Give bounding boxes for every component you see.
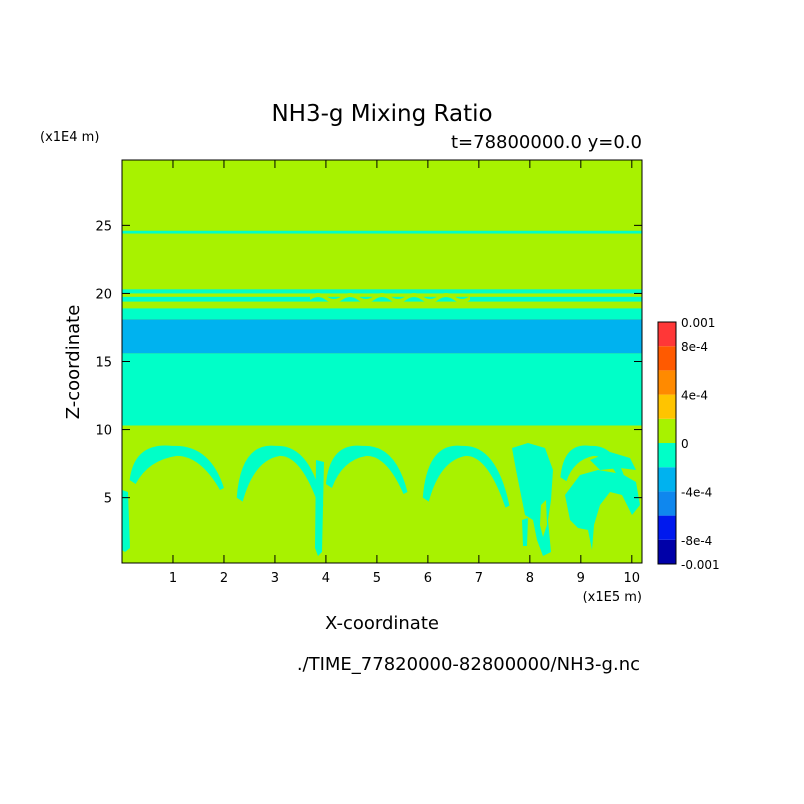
plume-left-edge <box>122 490 130 552</box>
chart-title: NH3-g Mixing Ratio <box>271 101 492 127</box>
colorbar-swatch <box>658 346 676 371</box>
x-axis: 1 2 3 4 5 6 7 8 9 10 <box>169 160 640 586</box>
colorbar-swatch <box>658 394 676 419</box>
y-axis-label: Z-coordinate <box>63 305 84 420</box>
x-tick-label: 2 <box>220 571 228 586</box>
contour-band-0 <box>122 353 642 426</box>
colorbar-label: 4e-4 <box>681 389 708 403</box>
colorbar-swatch <box>658 443 676 468</box>
contour-arc-3 <box>422 445 510 508</box>
plume-shapes <box>122 443 640 556</box>
colorbar-swatch <box>658 539 676 564</box>
y-tick-label: 20 <box>95 287 112 302</box>
colorbar-label: -4e-4 <box>681 485 712 499</box>
colorbar-swatch <box>658 515 676 540</box>
plume-x8-sliver <box>522 518 528 546</box>
y-axis: 5 10 15 20 25 <box>95 219 642 507</box>
colorbar-label: 8e-4 <box>681 340 708 354</box>
x-tick-label: 4 <box>322 571 330 586</box>
x-scale-note: (x1E5 m) <box>583 590 642 605</box>
plume-x9 <box>565 470 640 550</box>
y-tick-label: 10 <box>95 424 112 439</box>
x-tick-label: 9 <box>577 571 585 586</box>
x-tick-label: 10 <box>624 571 641 586</box>
contour-band-2 <box>122 308 642 320</box>
plot-field <box>122 160 642 563</box>
contour-band-5 <box>122 230 642 234</box>
contour-band-3 <box>122 296 642 302</box>
contour-band-4 <box>122 289 642 294</box>
y-tick-label: 25 <box>95 219 112 234</box>
plume-x9-top <box>590 452 636 470</box>
contour-band-1 <box>122 319 642 354</box>
colorbar-frame <box>657 321 677 565</box>
colorbar-label: 0.001 <box>681 316 715 330</box>
colorbar-swatch <box>658 322 676 347</box>
colorbar-swatch <box>658 370 676 395</box>
x-tick-label: 7 <box>475 571 483 586</box>
y-scale-note: (x1E4 m) <box>40 130 99 145</box>
x-tick-label: 6 <box>424 571 432 586</box>
contour-arc-2 <box>325 445 408 495</box>
x-tick-label: 8 <box>526 571 534 586</box>
y-tick-label: 15 <box>95 356 112 371</box>
plume-x8-hole <box>540 500 547 537</box>
wavy-layer <box>310 293 470 303</box>
plume-x4 <box>315 460 324 556</box>
colorbar-label: 0 <box>681 437 689 451</box>
colorbar-label: -8e-4 <box>681 534 712 548</box>
colorbar-swatch <box>658 467 676 492</box>
x-tick-label: 5 <box>373 571 381 586</box>
chart-subtitle: t=78800000.0 y=0.0 <box>451 132 642 153</box>
colorbar-swatch <box>658 491 676 516</box>
y-tick-label: 5 <box>104 492 112 507</box>
colorbar-swatch <box>658 418 676 443</box>
x-tick-label: 1 <box>169 571 177 586</box>
footer-path: ./TIME_77820000-82800000/NH3-g.nc <box>297 654 640 675</box>
x-axis-label: X-coordinate <box>325 613 439 634</box>
contour-arc-1 <box>236 445 324 508</box>
x-tick-label: 3 <box>271 571 279 586</box>
colorbar-label: -0.001 <box>681 558 720 572</box>
contour-arc-0 <box>129 445 224 490</box>
colorbar: 0.001 8e-4 4e-4 0 -4e-4 -8e-4 -0.001 <box>657 316 720 572</box>
